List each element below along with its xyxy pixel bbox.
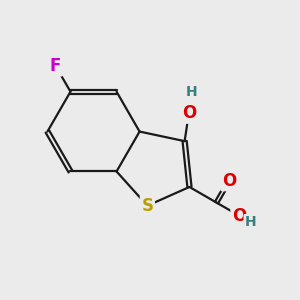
Text: O: O <box>222 172 236 190</box>
Text: H: H <box>245 215 256 229</box>
Text: O: O <box>182 104 196 122</box>
Text: H: H <box>186 85 198 99</box>
Text: S: S <box>141 197 153 215</box>
Text: O: O <box>232 207 246 225</box>
Text: F: F <box>50 57 61 75</box>
